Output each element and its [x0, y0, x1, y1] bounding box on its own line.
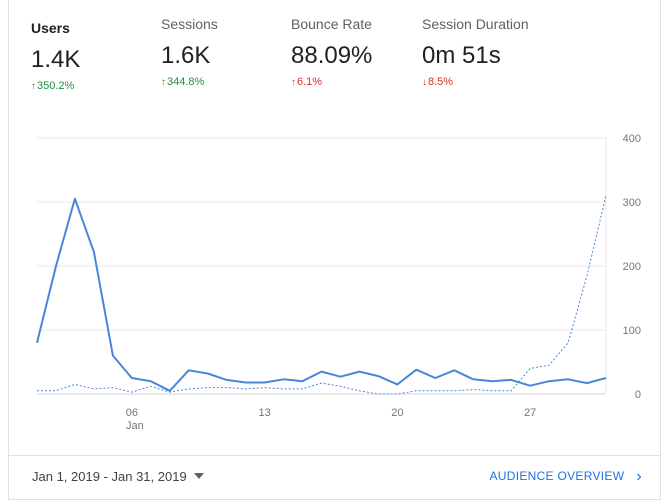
metric-label: Bounce Rate [291, 16, 372, 32]
arrow-down-icon: ↓ [422, 77, 427, 88]
metric-label: Sessions [161, 16, 218, 32]
audience-overview-label: AUDIENCE OVERVIEW [489, 469, 625, 483]
previous-period-series-line [37, 195, 607, 395]
metric-value: 88.09% [291, 42, 373, 69]
metric-change: ↑350.2% [31, 80, 74, 92]
metric-change: ↑6.1% [291, 76, 322, 88]
audience-overview-link[interactable]: AUDIENCE OVERVIEW › [489, 468, 642, 485]
card-footer: Jan 1, 2019 - Jan 31, 2019 AUDIENCE OVER… [9, 455, 660, 499]
metric-value: 1.6K [161, 42, 211, 69]
date-range-label: Jan 1, 2019 - Jan 31, 2019 [32, 469, 187, 484]
y-tick-label: 200 [623, 261, 641, 273]
metric-value: 0m 51s [422, 42, 501, 69]
y-tick-label: 100 [623, 325, 641, 337]
dropdown-caret-icon [193, 473, 204, 479]
y-tick-label: 300 [623, 197, 641, 209]
metric-tab-session-duration[interactable]: Session Duration 0m 51s ↓8.5% [422, 0, 562, 100]
metric-tabs: Users 1.4K ↑350.2% Sessions 1.6K ↑344.8%… [9, 0, 660, 110]
audience-overview-card: Users 1.4K ↑350.2% Sessions 1.6K ↑344.8%… [8, 0, 661, 500]
current-period-series-line [36, 197, 607, 392]
metric-change: ↑344.8% [161, 76, 204, 88]
metric-tab-users[interactable]: Users 1.4K ↑350.2% [31, 0, 141, 100]
x-tick-label: 13 [258, 407, 270, 419]
x-tick-label: 27 [524, 407, 536, 419]
chevron-right-icon: › [636, 468, 642, 485]
arrow-up-icon: ↑ [31, 81, 36, 92]
x-tick-sublabel: Jan [126, 420, 144, 432]
metric-change-value: 344.8% [167, 76, 205, 88]
metric-label: Users [31, 20, 70, 36]
y-tick-label: 400 [623, 133, 641, 145]
metric-value: 1.4K [31, 46, 81, 73]
x-tick-label: 20 [391, 407, 403, 419]
metric-tab-sessions[interactable]: Sessions 1.6K ↑344.8% [161, 0, 271, 100]
metric-change-value: 8.5% [428, 76, 454, 88]
metric-label: Session Duration [422, 16, 529, 32]
x-tick-label: 06 [126, 407, 138, 419]
metric-change: ↓8.5% [422, 76, 453, 88]
metric-change-value: 350.2% [37, 80, 75, 92]
metric-tab-bounce-rate[interactable]: Bounce Rate 88.09% ↑6.1% [291, 0, 406, 100]
arrow-up-icon: ↑ [291, 77, 296, 88]
y-tick-label: 0 [635, 389, 641, 401]
date-range-selector[interactable]: Jan 1, 2019 - Jan 31, 2019 [32, 469, 204, 484]
arrow-up-icon: ↑ [161, 77, 166, 88]
metric-change-value: 6.1% [297, 76, 323, 88]
